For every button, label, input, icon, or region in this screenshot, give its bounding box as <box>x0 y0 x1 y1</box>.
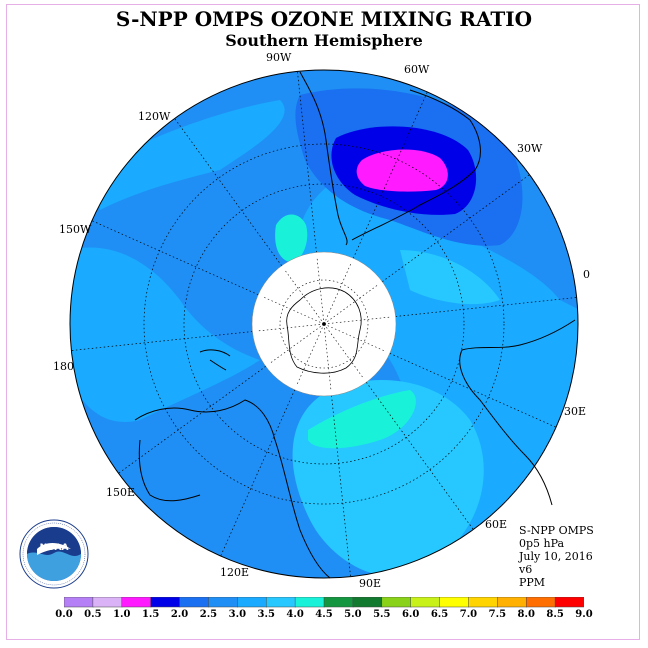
meridian-line <box>323 263 352 325</box>
colorbar-tick-label: 5.5 <box>373 609 391 620</box>
colorbar-segment <box>208 597 239 608</box>
colorbar-tick-label: 1.0 <box>113 609 131 620</box>
colorbar-tick-label: 8.5 <box>546 609 564 620</box>
meridian-line <box>258 323 325 332</box>
colorbar-segment <box>525 597 556 608</box>
lon-label-90e: 90E <box>359 577 382 590</box>
colorbar-segment <box>381 597 412 608</box>
meridian-line <box>284 270 325 325</box>
colorbar-segment <box>64 597 94 608</box>
lon-label-60e: 60E <box>485 518 508 531</box>
map-boundary <box>69 69 579 579</box>
colorbar-segment <box>150 597 181 608</box>
colorbar-tick-label: 2.5 <box>199 609 218 620</box>
lon-label-0: 0 <box>583 268 590 281</box>
colorbar-tick-label: 6.0 <box>401 609 420 620</box>
latitude-circle <box>183 183 465 465</box>
colorbar-tick-label: 1.5 <box>141 609 160 620</box>
colorbar-tick-label: 3.5 <box>257 609 275 620</box>
meridian-line <box>323 284 378 325</box>
map-title: S-NPP OMPS OZONE MIXING RATIO <box>115 7 533 31</box>
map-subtitle: Southern Hemisphere <box>225 31 423 50</box>
info-date: July 10, 2016 <box>519 550 593 563</box>
lon-label-90w: 90W <box>266 51 292 64</box>
polar-gap-border <box>251 251 397 397</box>
colorbar-tick-label: 9.0 <box>575 609 593 620</box>
meridian-line <box>323 323 385 352</box>
figure-frame <box>6 4 640 640</box>
noaa-logo: NOAA <box>19 519 89 589</box>
meridian-line <box>316 258 325 325</box>
meridian-line <box>263 296 325 325</box>
colorbar-segment <box>410 597 441 608</box>
colorbar-segment <box>468 597 499 608</box>
colorbar-tick-label: 8.0 <box>517 609 535 620</box>
field-region-peak <box>275 214 308 263</box>
colorbar-tick-label: 4.5 <box>315 609 333 620</box>
info-block: S-NPP OMPS 0p5 hPa July 10, 2016 v6 PPM <box>519 524 594 589</box>
south-america-coast <box>299 71 481 246</box>
new-zealand-coast <box>199 349 231 371</box>
africa-coast <box>459 319 576 506</box>
lon-label-180: 180 <box>53 360 74 373</box>
field-region-mid <box>70 247 260 422</box>
meridian-line <box>323 316 390 325</box>
colorbar-tick-label: 0.0 <box>55 609 73 620</box>
colorbar-tick-label: 2.0 <box>170 609 189 620</box>
info-version: v6 <box>519 563 533 576</box>
colorbar-tick-label: 6.5 <box>430 609 449 620</box>
field-region-extreme-min <box>356 149 448 192</box>
colorbar-segment <box>265 597 296 608</box>
meridian-line <box>323 323 364 378</box>
colorbar-tick-label: 3.0 <box>228 609 247 620</box>
latitude-circle <box>143 143 505 505</box>
field-region-mid <box>90 100 285 210</box>
lon-label-120w: 120W <box>138 110 171 123</box>
lon-label-60w: 60W <box>404 63 430 76</box>
colorbar <box>64 597 584 608</box>
colorbar-segment <box>179 597 210 608</box>
colorbar-tick-label: 5.0 <box>344 609 362 620</box>
meridian-line <box>323 323 332 390</box>
colorbar-segment <box>497 597 527 608</box>
lon-label-30e: 30E <box>564 405 587 418</box>
colorbar-segment <box>294 597 325 608</box>
info-instrument: S-NPP OMPS <box>519 524 594 537</box>
colorbar-tick-label: 4.0 <box>286 609 304 620</box>
colorbar-tick-label: 7.5 <box>488 609 507 620</box>
meridian-line <box>296 323 325 385</box>
colorbar-tick-label: 7.0 <box>459 609 478 620</box>
lon-label-120e: 120E <box>220 566 250 579</box>
colorbar-segment <box>323 597 354 608</box>
field-region-high <box>400 250 500 305</box>
meridian-line <box>270 323 325 364</box>
info-pressure-level: 0p5 hPa <box>519 537 565 550</box>
colorbar-segment <box>352 597 383 608</box>
lon-label-150w: 150W <box>59 223 92 236</box>
lon-label-150e: 150E <box>106 486 136 499</box>
colorbar-segment <box>554 597 584 608</box>
australia-coast <box>134 399 331 579</box>
lon-label-30w: 30W <box>517 142 543 155</box>
colorbar-segment <box>121 597 152 608</box>
logo-text: NOAA <box>40 543 69 553</box>
colorbar-segment <box>439 597 470 608</box>
colorbar-segment <box>237 597 267 608</box>
colorbar-segment <box>92 597 123 608</box>
info-units: PPM <box>519 576 546 589</box>
field-region-peak <box>308 390 416 449</box>
inner-graticule <box>258 258 390 390</box>
colorbar-tick-label: 0.5 <box>84 609 102 620</box>
